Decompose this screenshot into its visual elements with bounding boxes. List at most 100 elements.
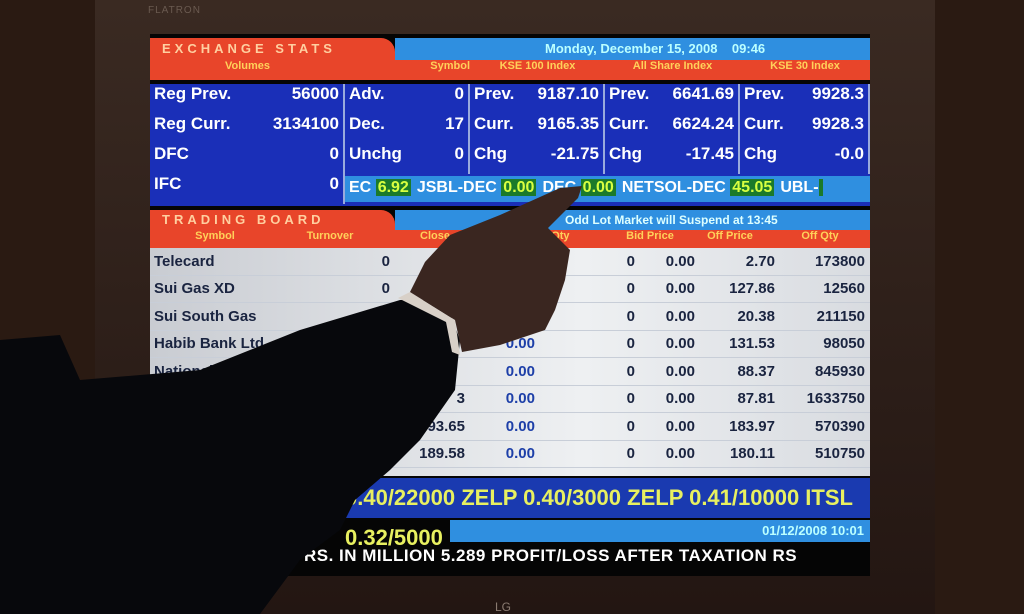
- cell-bid-price: 0.00: [665, 280, 695, 298]
- cell-off-price: 183.97: [729, 417, 775, 435]
- cell-change: 0.00: [505, 445, 535, 463]
- label: Dec.: [349, 114, 385, 133]
- cell-bid-qty: 0: [626, 307, 635, 325]
- ticker-symbol: UBL-: [780, 179, 819, 196]
- cell-change: 0.00: [505, 417, 535, 435]
- cell-off-qty: 845930: [814, 362, 865, 380]
- label: Prev.: [609, 84, 650, 103]
- label: Curr.: [474, 114, 514, 133]
- cell-bid-price: 0.00: [665, 252, 695, 270]
- table-row[interactable]: Sui Gas XD 0 0 0.00 127.86 12560: [150, 276, 870, 303]
- cell-change: 0.00: [505, 390, 535, 408]
- stat-row: Adv. 0: [345, 84, 470, 114]
- label: Prev.: [744, 84, 785, 103]
- cell-bid-qty: 0: [626, 252, 635, 270]
- label: IFC: [154, 174, 182, 193]
- cell-off-price: 20.38: [737, 307, 775, 325]
- stat-row: Chg -0.0: [740, 144, 870, 174]
- value: 9928.3: [812, 114, 864, 133]
- cell-bid-qty: 0: [626, 445, 635, 463]
- label: Curr.: [609, 114, 649, 133]
- value: 0: [454, 84, 464, 103]
- board-header: Turnover: [306, 230, 354, 242]
- cell-bid-price: 0.00: [665, 417, 695, 435]
- value: 0: [329, 144, 339, 163]
- stat-row: Reg Curr. 3134100: [150, 114, 345, 144]
- label: Prev.: [474, 84, 515, 103]
- ticker-item: NETSOL-DEC 45.05: [622, 179, 775, 199]
- ticker-item: JSBL-DEC 0.00: [417, 179, 537, 199]
- label: Curr.: [744, 114, 784, 133]
- cell-turnover: 0: [381, 252, 390, 270]
- stat-row: Unchg 0: [345, 144, 470, 174]
- table-row[interactable]: 93.65 0.00 0 0.00 183.97 570390: [150, 413, 870, 441]
- cell-off-qty: 510750: [814, 445, 865, 463]
- time: 09:46: [731, 41, 766, 56]
- value: -21.75: [550, 144, 599, 163]
- cell-off-qty: 98050: [823, 335, 865, 353]
- value: 17: [445, 114, 464, 133]
- ticker-symbol: JSBL-DEC: [416, 179, 497, 196]
- cell-bid-qty: 0: [626, 417, 635, 435]
- cell-bid-qty: 0: [626, 390, 635, 408]
- ticker-value: 0.00: [580, 179, 616, 196]
- cell-symbol: Sui South Gas: [154, 307, 257, 325]
- cell-off-price: 131.53: [729, 335, 775, 353]
- board-header: Bid Price: [626, 230, 674, 242]
- ticker-item: UBL-: [780, 179, 823, 199]
- monitor-logo: LG: [495, 600, 512, 614]
- cell-off-qty: 211150: [816, 307, 865, 325]
- value: 9165.35: [537, 114, 599, 133]
- cell-off-price: 127.86: [729, 280, 775, 298]
- cell-close: 189.58: [419, 445, 465, 463]
- symbol-column: Adv. 0 Dec. 17 Unchg 0: [345, 84, 470, 174]
- board-header: Off Price: [707, 230, 753, 242]
- cell-symbol: Habib Bank Ltd: [154, 335, 265, 353]
- hand: [410, 186, 582, 352]
- stat-row: Prev. 6641.69: [605, 84, 740, 114]
- cell-bid-qty: 0: [626, 335, 635, 353]
- cell-bid-price: 0.00: [665, 390, 695, 408]
- stat-row: Curr. 9928.3: [740, 114, 870, 144]
- news-ticker: AXATION RS. IN MILLION 5.289 PROFIT/LOSS…: [220, 546, 798, 565]
- ticker-item: EC 6.92: [349, 179, 411, 199]
- table-row[interactable]: 3 0.00 0 0.00 87.81 1633750: [150, 386, 870, 413]
- cell-off-qty: 570390: [814, 417, 865, 435]
- ticker-value: 0.00: [501, 179, 537, 196]
- cell-bid-qty: 0: [626, 362, 635, 380]
- label: Chg: [474, 144, 508, 163]
- cell-bid-price: 0.00: [665, 335, 695, 353]
- value: 3134100: [272, 114, 339, 133]
- label: Chg: [744, 144, 778, 163]
- value: 9187.10: [537, 84, 599, 103]
- table-row[interactable]: Habib Bank Ltd 0.00 0 0.00 131.53 98050: [150, 331, 870, 358]
- cuff: [398, 292, 460, 355]
- table-row[interactable]: Sui South Gas 0 0.00 20.38 211150: [150, 303, 870, 331]
- value: -0.0: [834, 144, 864, 163]
- ticker-symbol: EC: [349, 179, 372, 196]
- cell-bid-price: 0.00: [665, 307, 695, 325]
- label: DFC: [154, 144, 189, 163]
- cell-bid-price: 0.00: [665, 445, 695, 463]
- board-header: Off Qty: [801, 230, 839, 242]
- label: Reg Curr.: [154, 114, 231, 133]
- exchange-header-row: Volumes Symbol KSE 100 Index All Share I…: [150, 60, 870, 80]
- value: 9928.3: [812, 84, 864, 103]
- cell-turnover: 0: [381, 280, 390, 298]
- monitor-brand: FLATRON: [148, 5, 201, 16]
- value: 56000: [291, 84, 339, 103]
- stat-row: Curr. 9165.35: [470, 114, 605, 144]
- trading-board-title: TRADING BOARD: [150, 210, 395, 230]
- label: Chg: [609, 144, 643, 163]
- cell-off-price: 88.37: [737, 362, 775, 380]
- header-kse30: KSE 30 Index: [770, 60, 840, 72]
- date-bar: Monday, December 15, 2008 09:46: [395, 38, 870, 60]
- header-allshare: All Share Index: [632, 60, 713, 72]
- value: 0: [329, 174, 339, 193]
- header-kse100: KSE 100 Index: [499, 60, 576, 72]
- arm-sleeve: [0, 300, 460, 614]
- cell-off-qty: 12560: [823, 280, 865, 298]
- stat-row: Prev. 9187.10: [470, 84, 605, 114]
